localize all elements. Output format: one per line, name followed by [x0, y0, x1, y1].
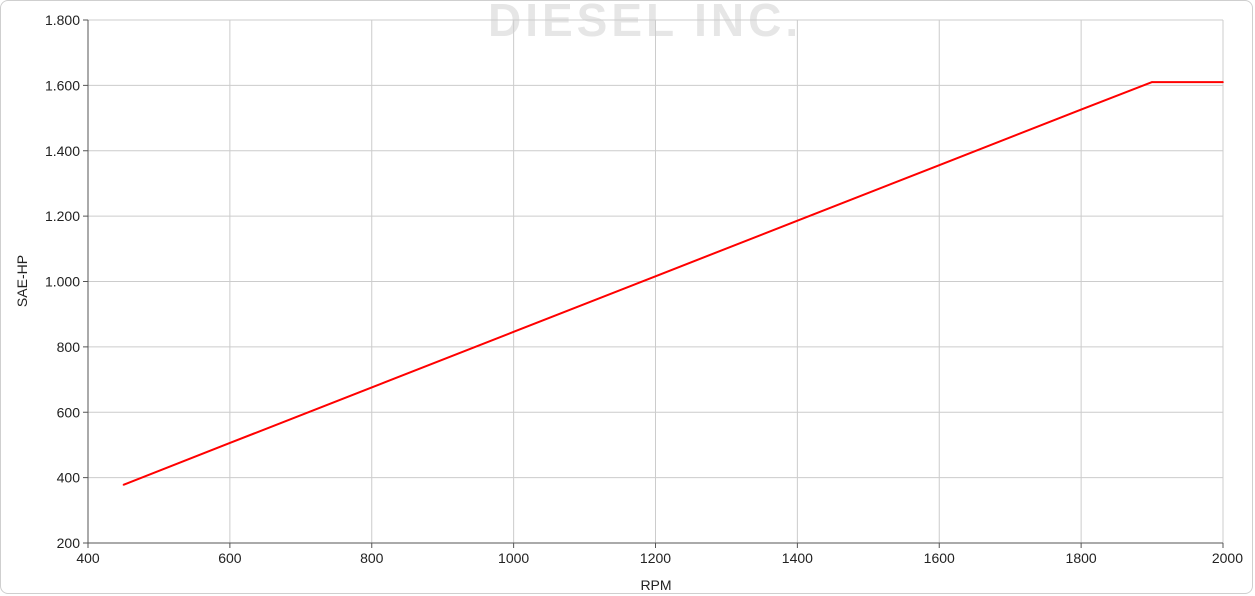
y-tick-label: 1.000	[45, 274, 80, 290]
y-tick-label: 600	[57, 404, 81, 420]
data-point	[370, 386, 373, 389]
x-tick-label: 1600	[924, 550, 955, 566]
sae-hp-line	[123, 81, 1223, 486]
data-point	[938, 164, 941, 166]
grid	[87, 19, 1224, 544]
y-tick-label: 1.600	[45, 77, 80, 93]
data-point	[229, 442, 231, 444]
data-point	[796, 219, 799, 222]
data-point	[1151, 81, 1153, 83]
axes	[83, 19, 1224, 548]
x-tick-label: 800	[360, 550, 384, 566]
y-tick-label: 1.200	[45, 208, 80, 224]
data-point	[512, 331, 515, 333]
x-tick-label: 1200	[640, 550, 671, 566]
data-point	[1222, 81, 1224, 83]
y-tick-label: 1.400	[45, 143, 80, 159]
x-tick-label: 400	[76, 550, 100, 566]
tick-labels: 400 600 800 1000 1200 1400 1600 1800 20002004006…	[45, 12, 1243, 566]
x-tick-label: 1800	[1066, 550, 1097, 566]
x-tick-label: 1400	[782, 550, 813, 566]
x-tick-label: 600	[218, 550, 242, 566]
y-tick-label: 200	[57, 535, 81, 551]
y-tick-label: 400	[57, 470, 81, 486]
data-point	[654, 275, 657, 278]
x-tick-label: 1000	[498, 550, 529, 566]
y-axis-title: SAE-HP	[14, 255, 30, 307]
y-tick-label: 800	[57, 339, 81, 355]
x-tick-label: 2000	[1212, 550, 1243, 566]
data-point	[122, 484, 125, 486]
y-tick-label: 1.800	[45, 12, 80, 28]
series-layer	[122, 81, 1224, 486]
data-point	[1080, 108, 1082, 111]
watermark-text: DIESEL INC.	[488, 0, 802, 46]
x-axis-title: RPM	[640, 577, 671, 593]
